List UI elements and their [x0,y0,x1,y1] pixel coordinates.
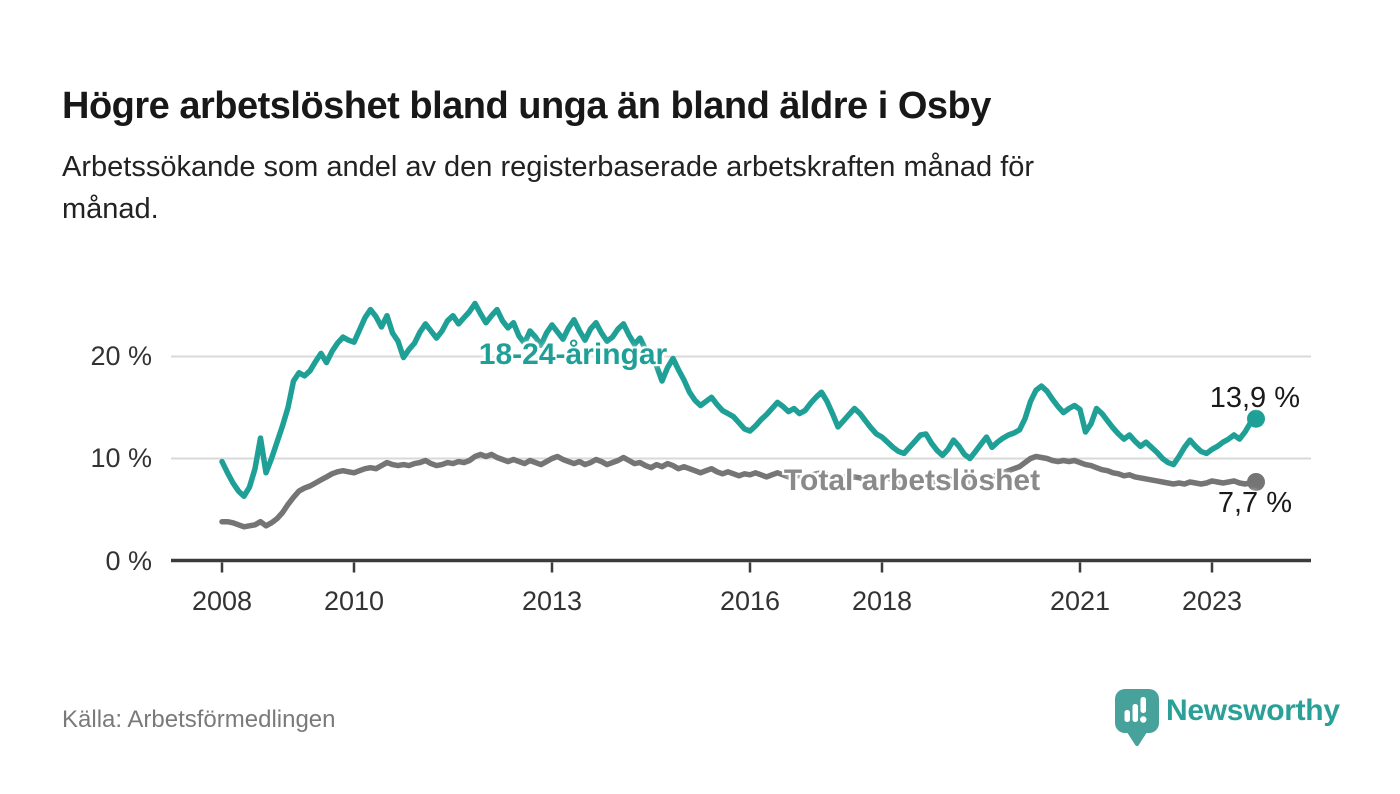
y-tick-0: 0 % [105,546,152,576]
newsworthy-wordmark: Newsworthy [1166,694,1340,727]
logo-exclamation-bar [1140,697,1146,713]
subtitle-line-2: månad. [62,193,159,225]
end-value-young: 13,9 % [1209,382,1300,414]
x-tick-2018: 2018 [851,586,913,616]
source-note: Källa: Arbetsförmedlingen [62,706,336,733]
subtitle-line-1: Arbetssökande som andel av den registerb… [62,151,1035,183]
series-label-young: 18-24-åringar [478,338,668,371]
logo-bar-2 [1132,704,1138,722]
y-tick-20: 20 % [90,341,152,371]
series-label-total: Total arbetslöshet [783,464,1041,497]
logo-exclamation-dot [1140,716,1147,723]
x-tick-2016: 2016 [719,586,781,616]
x-tick-2010: 2010 [323,586,385,616]
x-tick-2013: 2013 [521,586,583,616]
newsworthy-logo-icon [1115,689,1159,746]
end-value-total: 7,7 % [1217,487,1292,519]
x-tick-2023: 2023 [1181,586,1243,616]
x-tick-2021: 2021 [1049,586,1111,616]
newsworthy-logo: Newsworthy [1114,686,1354,748]
chart-subtitle: Arbetssökande som andel av den registerb… [62,146,1262,230]
page-title: Högre arbetslöshet bland unga än bland ä… [62,85,991,128]
x-tick-2008: 2008 [191,586,253,616]
y-tick-10: 10 % [90,443,152,473]
logo-bar-1 [1124,710,1130,722]
